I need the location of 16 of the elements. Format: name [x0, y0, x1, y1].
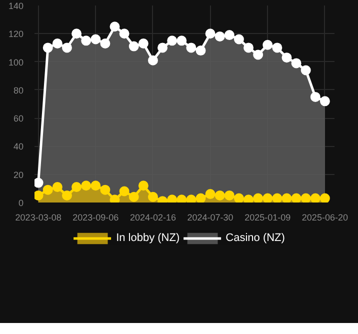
y-tick-label: 120	[8, 29, 24, 40]
y-tick-label: 80	[13, 85, 24, 96]
legend-label: In lobby (NZ)	[116, 232, 180, 244]
x-tick-label: 2023-03-08	[15, 212, 62, 222]
x-tick-label: 2024-02-16	[130, 212, 176, 222]
y-tick-label: 20	[13, 170, 24, 180]
x-tick-label: 2024-07-30	[187, 212, 234, 222]
legend-label: Casino (NZ)	[226, 232, 285, 244]
y-tick-label: 100	[8, 57, 24, 68]
x-tick-label: 2025-01-09	[244, 212, 291, 222]
x-tick-label: 2023-09-06	[72, 212, 119, 222]
y-tick-label: 40	[13, 142, 24, 152]
x-tick-label: 2025-06-20	[302, 212, 348, 222]
y-tick-label: 140	[8, 1, 24, 11]
y-tick-label: 0	[18, 198, 24, 208]
y-tick-label: 60	[13, 114, 24, 124]
